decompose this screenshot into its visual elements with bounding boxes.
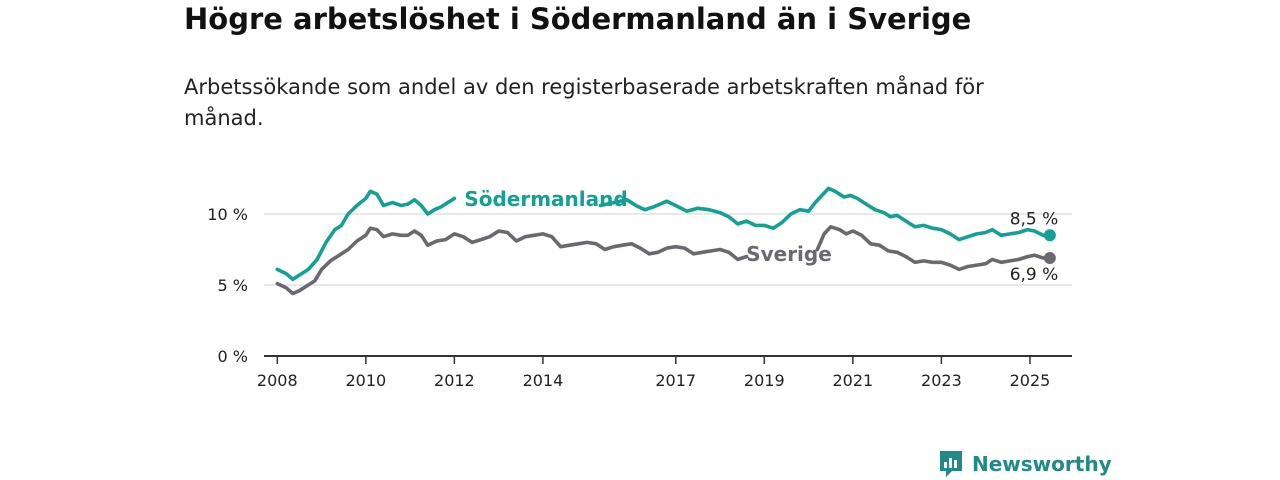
brand-name: Newsworthy <box>972 452 1112 476</box>
gridlines <box>264 213 1072 286</box>
x-tick-label: 2023 <box>921 371 962 390</box>
labels: 8,5 % 6,9 % Södermanland Sverige <box>464 187 1058 285</box>
x-tick-label: 2014 <box>523 371 564 390</box>
x-tick-label: 2021 <box>832 371 873 390</box>
chart-subtitle: Arbetssökande som andel av den registerb… <box>184 75 984 130</box>
y-tick-label: 10 % <box>207 205 248 224</box>
series-line-sverige <box>275 226 749 296</box>
series-line-sverige <box>815 225 1052 272</box>
series-label-sverige: Sverige <box>746 242 832 266</box>
newsworthy-logo-icon <box>940 451 962 477</box>
axes: 0 % 5 % 10 % 2008 2010 2012 2014 2017 2019 2021 20… <box>207 205 1072 390</box>
series <box>275 186 1056 296</box>
x-tick-label: 2012 <box>434 371 475 390</box>
end-point-sodermanland <box>1043 229 1056 242</box>
y-tick-label: 0 % <box>218 347 248 366</box>
series-line-sodermanland <box>598 186 1052 242</box>
newsworthy-brand[interactable]: Newsworthy <box>938 449 1112 479</box>
series-line-sodermanland <box>275 189 457 282</box>
end-value-label: 8,5 % <box>1010 209 1059 229</box>
end-value-label: 6,9 % <box>1010 265 1059 285</box>
series-label-sodermanland: Södermanland <box>464 187 627 211</box>
x-tick-label: 2025 <box>1010 371 1051 390</box>
end-point-sverige <box>1043 252 1056 265</box>
x-tick-label: 2010 <box>345 371 386 390</box>
chart-title: Högre arbetslöshet i Södermanland än i S… <box>184 2 972 36</box>
x-tick-label: 2019 <box>744 371 785 390</box>
x-tick-label: 2017 <box>655 371 696 390</box>
x-tick-label: 2008 <box>257 371 298 390</box>
y-tick-label: 5 % <box>218 276 248 295</box>
